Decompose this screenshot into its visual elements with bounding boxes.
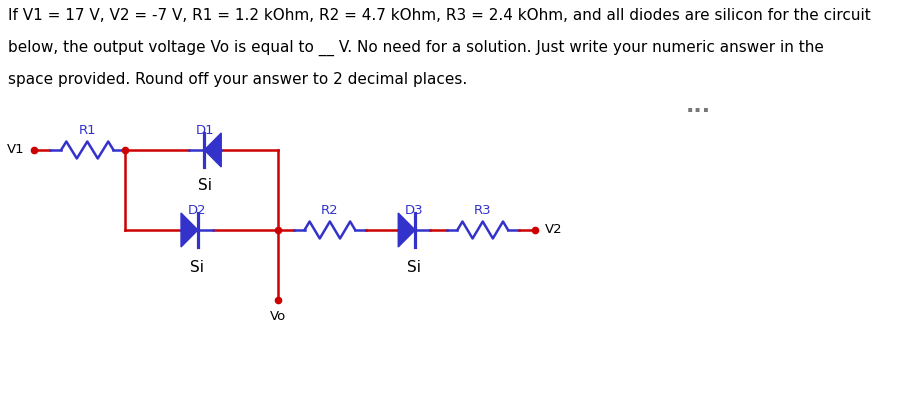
Text: If V1 = 17 V, V2 = -7 V, R1 = 1.2 kOhm, R2 = 4.7 kOhm, R3 = 2.4 kOhm, and all di: If V1 = 17 V, V2 = -7 V, R1 = 1.2 kOhm, …: [8, 8, 871, 23]
Text: D3: D3: [405, 204, 423, 217]
Text: R1: R1: [78, 124, 96, 137]
Text: Si: Si: [198, 178, 213, 193]
Text: V1: V1: [6, 143, 24, 156]
Polygon shape: [205, 133, 222, 167]
Text: Vo: Vo: [269, 310, 285, 323]
Text: below, the output voltage Vo is equal to __ V. No need for a solution. Just writ: below, the output voltage Vo is equal to…: [8, 40, 824, 56]
Text: R3: R3: [474, 204, 492, 217]
Text: Si: Si: [190, 260, 205, 275]
Polygon shape: [181, 213, 198, 247]
Text: D1: D1: [196, 124, 214, 137]
Text: V2: V2: [544, 224, 562, 237]
Text: D2: D2: [187, 204, 206, 217]
Text: Si: Si: [407, 260, 422, 275]
Text: ...: ...: [686, 96, 711, 116]
Text: R2: R2: [321, 204, 339, 217]
Polygon shape: [398, 213, 415, 247]
Text: space provided. Round off your answer to 2 decimal places.: space provided. Round off your answer to…: [8, 72, 467, 87]
